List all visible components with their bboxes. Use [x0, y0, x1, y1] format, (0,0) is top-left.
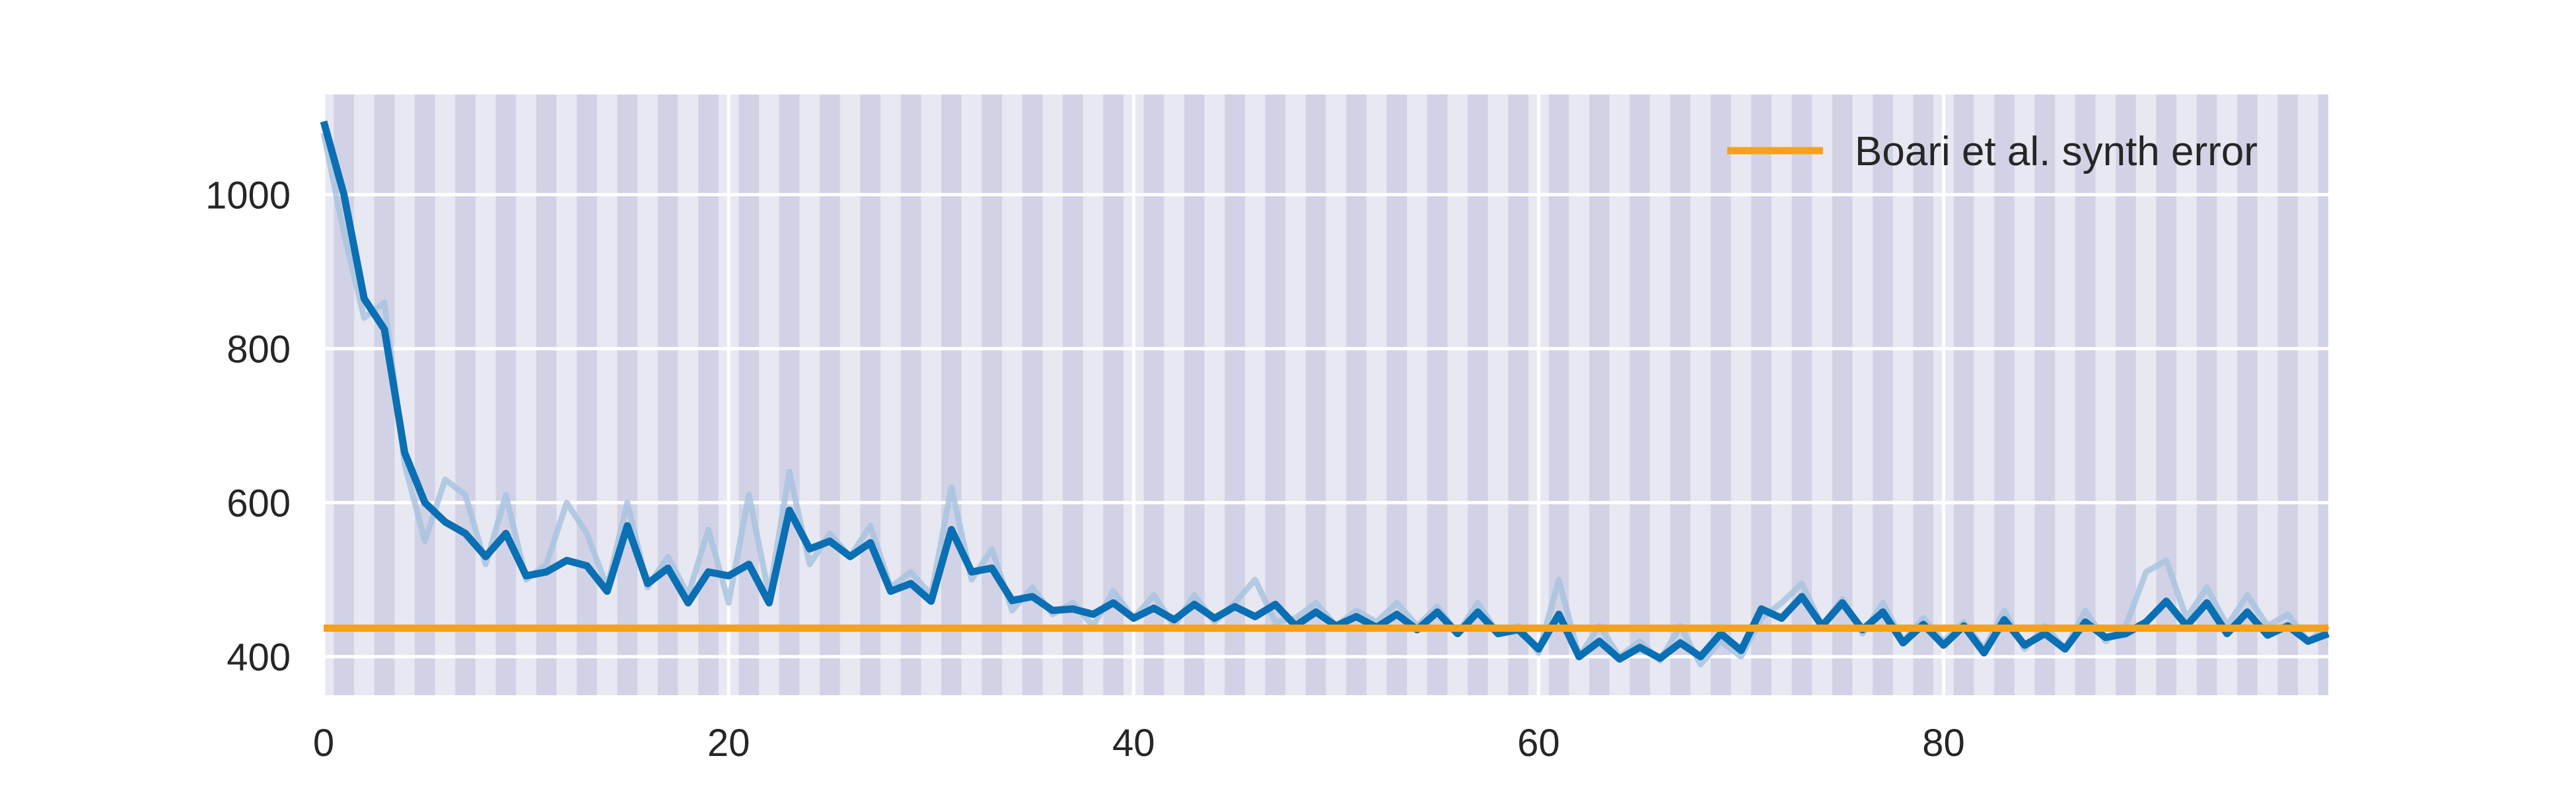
shaded-band — [1670, 94, 1691, 695]
shaded-band — [1751, 94, 1771, 695]
x-tick-label: 60 — [1517, 722, 1560, 765]
x-tick-label: 80 — [1922, 722, 1965, 765]
y-tick-label: 600 — [227, 482, 291, 525]
legend: Boari et al. synth error — [1727, 129, 2258, 174]
shaded-band — [1953, 94, 1974, 695]
shaded-band — [1508, 94, 1529, 695]
shaded-band — [657, 94, 678, 695]
shaded-band — [414, 94, 435, 695]
shaded-band — [982, 94, 1002, 695]
shaded-band — [2034, 94, 2056, 695]
y-tick-label: 1000 — [205, 174, 291, 217]
shaded-band — [2075, 94, 2096, 695]
y-tick-label: 800 — [227, 328, 291, 371]
shaded-band — [536, 94, 557, 695]
shaded-band — [820, 94, 840, 695]
shaded-band — [779, 94, 800, 695]
shaded-band — [1710, 94, 1731, 695]
tick-label-group: 0 20 40 60 80 400 600 800 1000 — [205, 174, 1965, 765]
shaded-band — [900, 94, 921, 695]
shaded-band — [1346, 94, 1367, 695]
shaded-band — [941, 94, 962, 695]
shaded-band — [1629, 94, 1651, 695]
y-tick-label: 400 — [227, 636, 291, 679]
shaded-band — [2318, 94, 2328, 695]
x-tick-label: 0 — [313, 722, 334, 765]
legend-label-reference: Boari et al. synth error — [1855, 129, 2258, 174]
grid-group — [322, 94, 2328, 695]
shaded-band — [860, 94, 881, 695]
shaded-band — [2277, 94, 2299, 695]
series-line-main — [320, 120, 2330, 663]
x-tick-label: 20 — [707, 722, 750, 765]
shaded-band — [617, 94, 638, 695]
shaded-band — [1913, 94, 1934, 695]
shaded-band — [698, 94, 719, 695]
shaded-band — [577, 94, 597, 695]
shaded-band — [455, 94, 476, 695]
shaded-band — [738, 94, 760, 695]
shaded-band — [1994, 94, 2015, 695]
shaded-band — [1589, 94, 1610, 695]
x-tick-label: 40 — [1112, 722, 1155, 765]
series-group — [320, 120, 2330, 667]
shaded-band — [495, 94, 517, 695]
